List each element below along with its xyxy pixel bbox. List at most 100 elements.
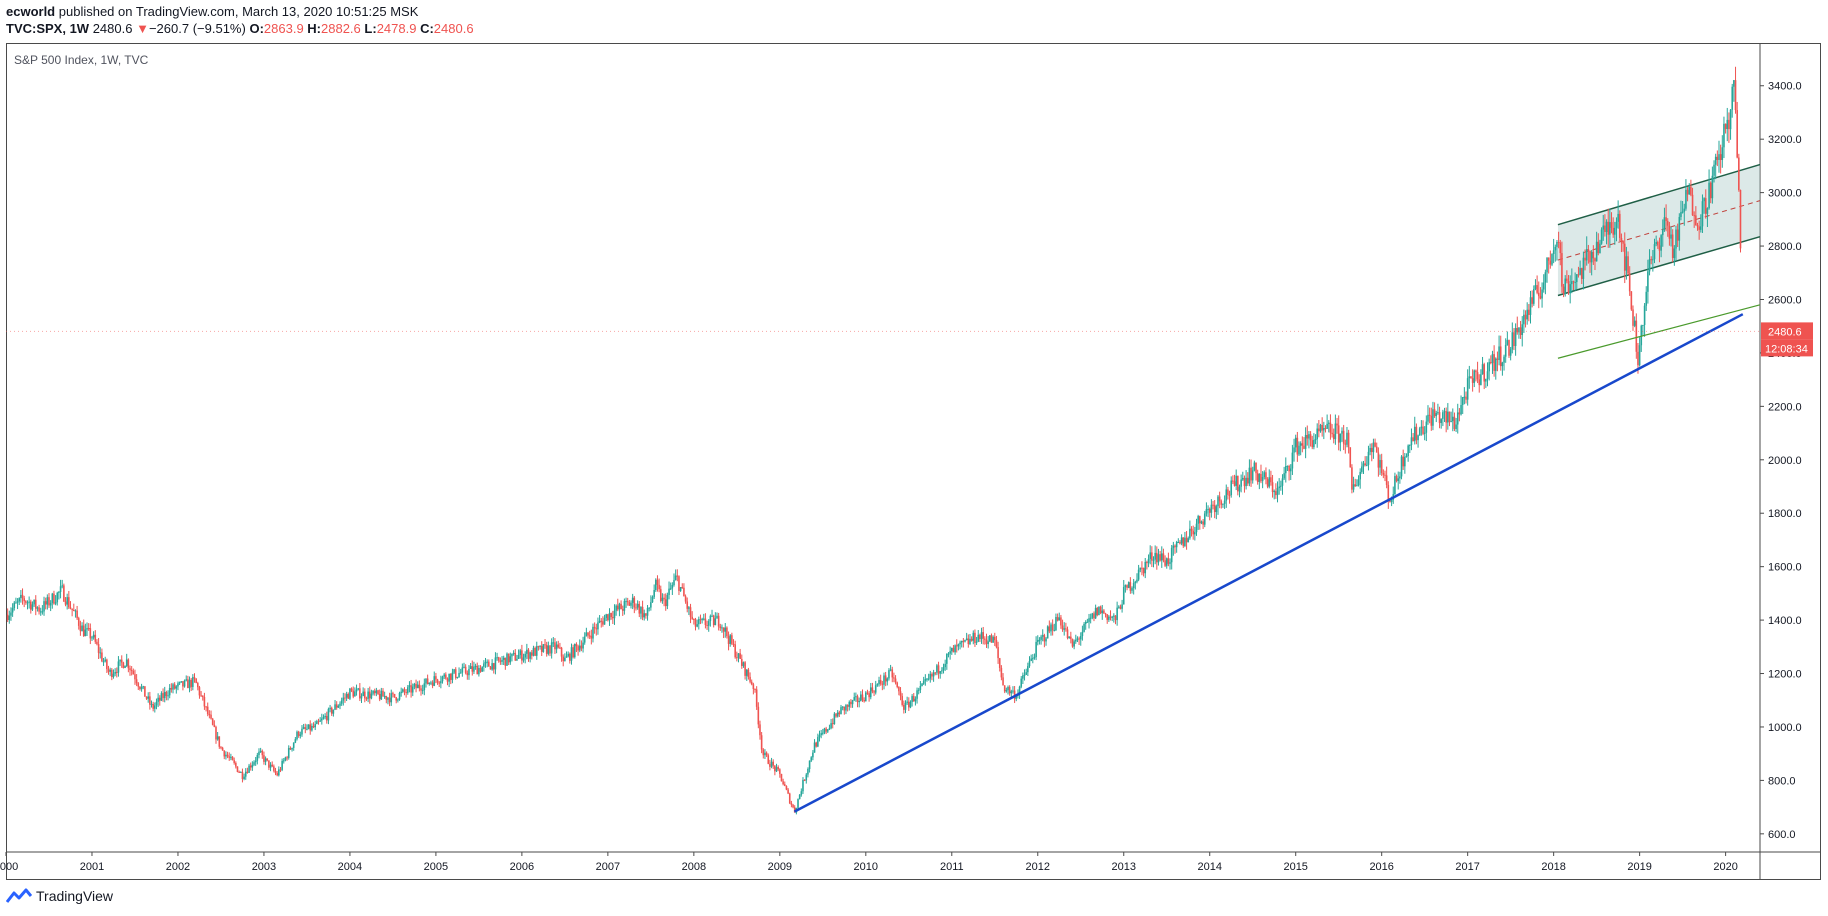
candle-body bbox=[1027, 666, 1029, 673]
candle-body bbox=[1690, 186, 1692, 195]
candle-body bbox=[1676, 229, 1679, 241]
candle-body bbox=[1587, 249, 1590, 252]
candle-body bbox=[1192, 530, 1194, 535]
candle-body bbox=[1438, 412, 1441, 424]
candle-body bbox=[519, 650, 522, 656]
candle-body bbox=[1065, 628, 1067, 630]
candle-body bbox=[681, 587, 684, 589]
candle-body bbox=[74, 610, 77, 612]
candle-body bbox=[1547, 257, 1550, 261]
candle-body bbox=[798, 794, 801, 800]
candle-body bbox=[998, 658, 1001, 668]
candle-body bbox=[402, 689, 404, 692]
candle-body bbox=[1337, 425, 1340, 443]
candle-body bbox=[268, 760, 270, 768]
candle-body bbox=[1456, 412, 1459, 425]
candle-body bbox=[1455, 424, 1457, 429]
candle-body bbox=[641, 606, 644, 618]
candle-body bbox=[531, 652, 533, 656]
candle-body bbox=[873, 691, 875, 693]
candle-body bbox=[137, 683, 140, 687]
candle-body bbox=[458, 673, 460, 677]
candles-group bbox=[6, 66, 1742, 815]
candle-body bbox=[1255, 462, 1257, 474]
candle-body bbox=[416, 684, 419, 689]
candle-body bbox=[661, 597, 664, 602]
candle-body bbox=[454, 669, 457, 678]
candle-body bbox=[388, 697, 391, 703]
y-tick-label: 1000.0 bbox=[1768, 722, 1802, 734]
candle-body bbox=[1296, 437, 1299, 455]
candle-body bbox=[8, 615, 11, 621]
candle-body bbox=[1134, 581, 1137, 584]
candle-body bbox=[522, 657, 525, 661]
high-value: 2882.6 bbox=[321, 21, 361, 36]
candle-body bbox=[1246, 477, 1249, 484]
candle-body bbox=[871, 687, 874, 692]
candle-body bbox=[1595, 241, 1598, 262]
candle-body bbox=[659, 589, 662, 602]
candle-body bbox=[754, 688, 756, 690]
candle-body bbox=[71, 608, 73, 610]
candle-body bbox=[1197, 516, 1199, 524]
candle-body bbox=[529, 652, 531, 659]
candle-body bbox=[782, 781, 784, 785]
candle-body bbox=[582, 642, 584, 649]
candle-body bbox=[1585, 249, 1588, 261]
candle-body bbox=[1695, 215, 1697, 226]
candle-body bbox=[365, 698, 368, 700]
candle-body bbox=[84, 629, 87, 637]
candle-body bbox=[860, 694, 862, 701]
candle-body bbox=[1582, 257, 1585, 279]
candle-body bbox=[861, 694, 864, 700]
candle-body bbox=[1318, 428, 1320, 432]
candle-body bbox=[1018, 686, 1021, 695]
candle-body bbox=[178, 682, 181, 684]
candle-body bbox=[1250, 467, 1252, 481]
candle-body bbox=[1331, 432, 1333, 435]
candle-body bbox=[330, 707, 333, 714]
candle-body bbox=[960, 640, 963, 643]
candle-body bbox=[506, 653, 508, 666]
candle-body bbox=[1084, 622, 1087, 624]
candle-body bbox=[1094, 607, 1097, 619]
candle-body bbox=[646, 608, 649, 616]
candle-body bbox=[1561, 253, 1563, 287]
candle-body bbox=[1465, 396, 1467, 400]
candle-body bbox=[1663, 217, 1666, 231]
candle-body bbox=[25, 601, 27, 603]
candle-body bbox=[590, 635, 593, 639]
candle-body bbox=[368, 691, 371, 699]
candle-body bbox=[1323, 428, 1325, 431]
candle-body bbox=[1399, 476, 1401, 479]
candle-body bbox=[72, 609, 75, 612]
candle-body bbox=[1575, 274, 1578, 283]
candle-body bbox=[1367, 451, 1370, 465]
chart-frame[interactable] bbox=[6, 43, 1821, 880]
candle-body bbox=[1056, 617, 1059, 621]
candle-body bbox=[1165, 558, 1168, 566]
candle-body bbox=[1480, 374, 1482, 386]
candle-body bbox=[668, 588, 670, 595]
candle-body bbox=[1483, 364, 1486, 382]
candle-body bbox=[830, 723, 832, 729]
candle-body bbox=[727, 636, 730, 644]
candle-body bbox=[1326, 423, 1328, 429]
candle-body bbox=[1354, 484, 1357, 487]
candle-body bbox=[1549, 260, 1552, 265]
candle-body bbox=[716, 615, 718, 619]
candle-body bbox=[1270, 477, 1272, 483]
candle-body bbox=[1289, 468, 1292, 472]
candle-body bbox=[1638, 345, 1641, 366]
candle-body bbox=[1023, 674, 1026, 676]
candle-body bbox=[656, 579, 659, 585]
candle-body bbox=[712, 615, 715, 626]
candle-body bbox=[1344, 443, 1347, 445]
candle-body bbox=[838, 712, 841, 715]
candle-body bbox=[1185, 537, 1188, 543]
candle-body bbox=[1389, 499, 1391, 503]
candle-body bbox=[292, 742, 295, 748]
candle-body bbox=[15, 602, 17, 604]
candle-body bbox=[220, 746, 222, 748]
